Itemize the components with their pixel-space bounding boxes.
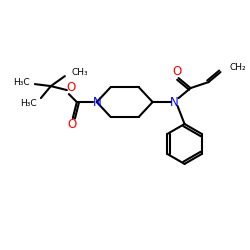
Text: H₃C: H₃C [20,98,37,108]
Text: CH₂: CH₂ [230,63,246,72]
Text: O: O [67,118,76,132]
Text: H₃C: H₃C [13,78,30,86]
Text: O: O [66,80,76,94]
Text: N: N [92,96,101,108]
Text: O: O [172,65,181,78]
Text: N: N [170,96,179,108]
Text: CH₃: CH₃ [72,68,88,77]
